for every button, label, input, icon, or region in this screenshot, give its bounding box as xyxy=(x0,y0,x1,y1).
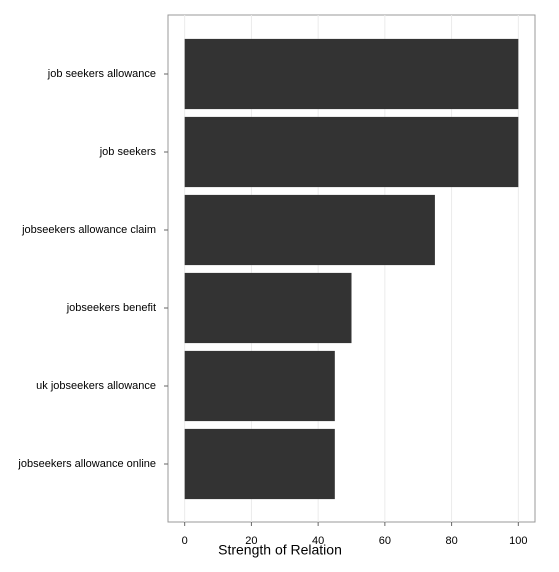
y-tick-label: jobseekers allowance claim xyxy=(21,224,156,236)
x-tick-label: 80 xyxy=(445,535,457,547)
bar xyxy=(184,194,435,266)
y-tick-label: uk jobseekers allowance xyxy=(36,380,156,392)
bar xyxy=(184,350,335,422)
y-tick-label: jobseekers benefit xyxy=(66,302,156,314)
bar xyxy=(184,116,519,188)
x-tick-label: 60 xyxy=(379,535,391,547)
x-tick-label: 20 xyxy=(245,535,257,547)
bar xyxy=(184,38,519,110)
x-tick-label: 100 xyxy=(509,535,527,547)
x-tick-label: 0 xyxy=(182,535,188,547)
y-tick-label: job seekers allowance xyxy=(47,68,156,80)
x-tick-label: 40 xyxy=(312,535,324,547)
x-axis-title: Strength of Relation xyxy=(218,542,342,558)
bar xyxy=(184,272,352,344)
bar xyxy=(184,428,335,500)
y-tick-label: job seekers xyxy=(99,146,157,158)
y-tick-label: jobseekers allowance online xyxy=(17,458,156,470)
